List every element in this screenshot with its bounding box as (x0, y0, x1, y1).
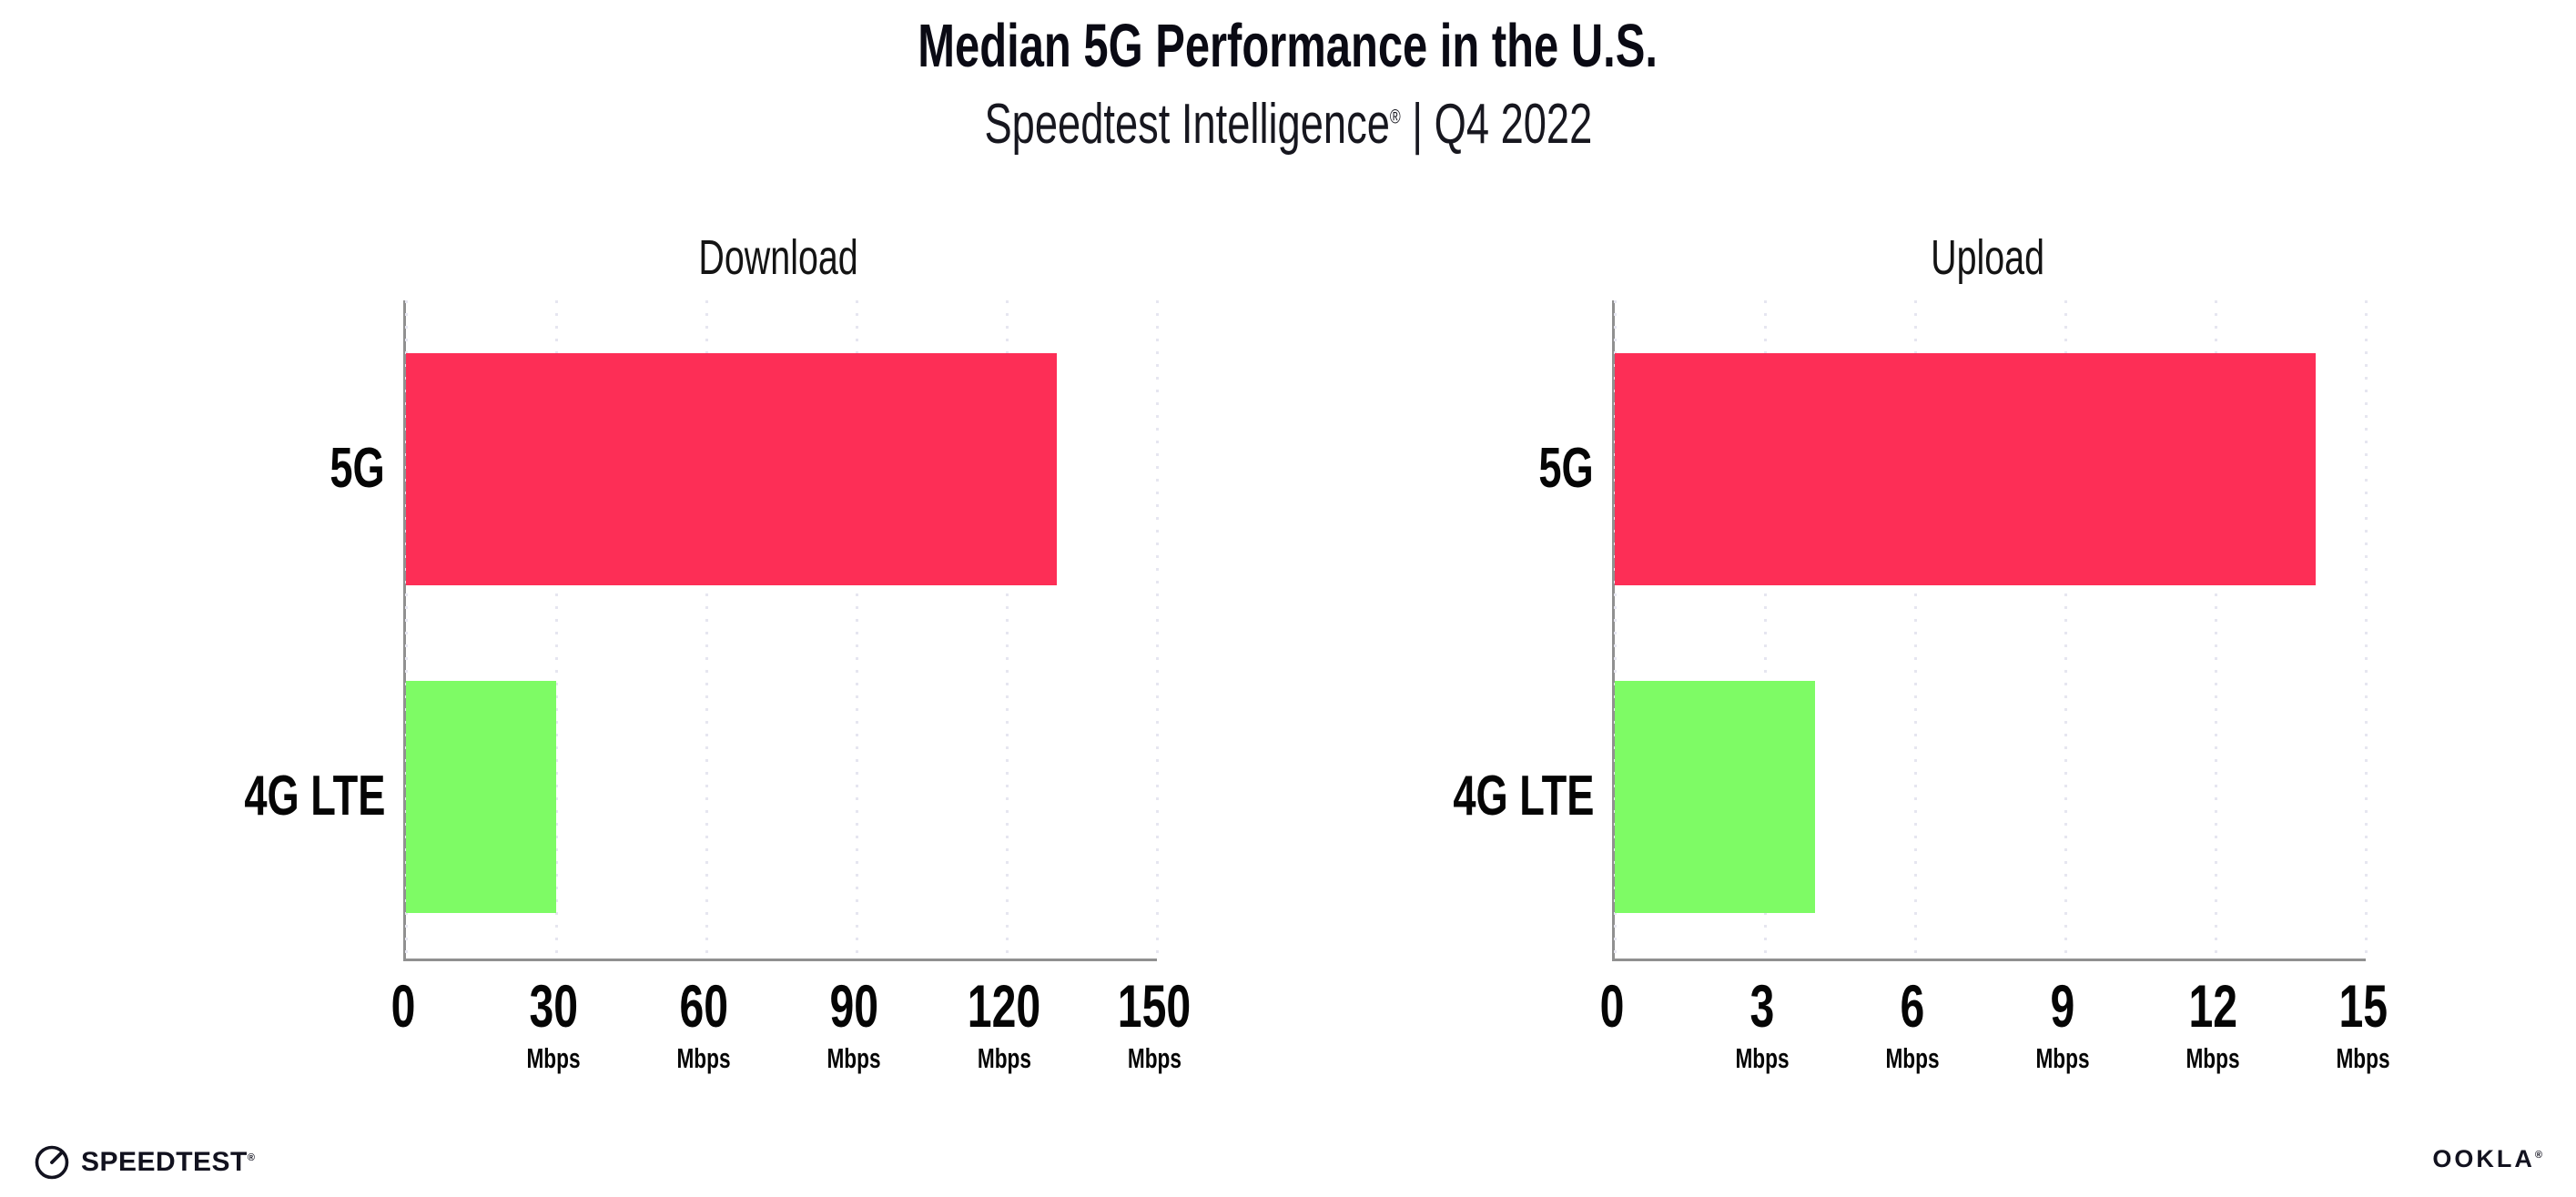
x-tick-6: 6 Mbps (1885, 972, 1940, 1074)
x-tick-3: 3 Mbps (1735, 972, 1790, 1074)
page-subtitle-text: Speedtest Intelligence® | Q4 2022 (984, 91, 1592, 158)
speedtest-wordmark-text: SPEEDTEST (81, 1147, 248, 1177)
bar-5g (1615, 352, 2316, 585)
gridline-3 (1764, 300, 1767, 961)
gridline-120 (1006, 300, 1009, 961)
x-tick-30: 30 Mbps (526, 972, 581, 1074)
page-subtitle: Speedtest Intelligence® | Q4 2022 (0, 91, 2576, 158)
x-tick-0: 0 (1599, 972, 1625, 1040)
x-tick-150: 150 Mbps (1117, 972, 1192, 1074)
subtitle-brand: Speedtest Intelligence (984, 93, 1390, 156)
x-tick-9: 9 Mbps (2035, 972, 2090, 1074)
upload-x-axis-ticks: 0 3 Mbps 6 Mbps 9 Mbps 12 Mbps 15 Mbps (1600, 972, 2390, 1112)
ookla-wordmark-text: OOKLA (2432, 1145, 2535, 1172)
speedtest-wordmark: SPEEDTEST® (81, 1149, 255, 1176)
upload-chart-title-text: Upload (1931, 230, 2044, 285)
x-tick-60: 60 Mbps (676, 972, 731, 1074)
download-chart-title-text: Download (698, 230, 859, 285)
bar-5g (406, 352, 1057, 585)
upload-category-labels: 5G 4G LTE (1300, 300, 1594, 959)
bar-4g-lte (1615, 680, 1815, 913)
x-tick-0: 0 (390, 972, 416, 1040)
ookla-wordmark: OOKLA® (2432, 1145, 2545, 1172)
category-label-5g: 5G (1538, 437, 1594, 501)
download-plot-area (403, 300, 1159, 961)
page-title: Median 5G Performance in the U.S. (0, 13, 2576, 80)
gridline-90 (856, 300, 858, 961)
gridline-150 (1156, 300, 1159, 961)
gridline-0 (405, 300, 408, 961)
speedtest-logo: SPEEDTEST® (33, 1143, 255, 1182)
gridline-6 (1914, 300, 1917, 961)
gridline-12 (2215, 300, 2217, 961)
x-tick-120: 120 Mbps (967, 972, 1041, 1074)
gauge-icon (33, 1143, 71, 1182)
x-tick-12: 12 Mbps (2186, 972, 2240, 1074)
subtitle-period: | Q4 2022 (1400, 93, 1592, 156)
gridline-60 (705, 300, 708, 961)
gridline-9 (2064, 300, 2067, 961)
category-label-4g-lte: 4G LTE (243, 765, 385, 828)
bar-4g-lte (406, 680, 556, 913)
gridline-0 (1614, 300, 1617, 961)
speedtest-registered-mark: ® (247, 1152, 256, 1163)
category-label-5g: 5G (330, 437, 385, 501)
gridline-15 (2365, 300, 2368, 961)
upload-chart-title: Upload (1612, 233, 2363, 282)
download-x-axis-ticks: 0 30 Mbps 60 Mbps 90 Mbps 120 Mbps 150 Mbps (391, 972, 1192, 1112)
x-tick-15: 15 Mbps (2336, 972, 2390, 1074)
download-category-labels: 5G 4G LTE (91, 300, 385, 959)
registered-mark: ® (1389, 105, 1401, 128)
download-chart-title: Download (403, 233, 1154, 282)
x-tick-90: 90 Mbps (827, 972, 881, 1074)
gridline-30 (555, 300, 558, 961)
ookla-logo: OOKLA® (2432, 1147, 2545, 1172)
category-label-4g-lte: 4G LTE (1452, 765, 1594, 828)
ookla-registered-mark: ® (2534, 1150, 2545, 1161)
page-title-text: Median 5G Performance in the U.S. (918, 12, 1658, 80)
upload-plot-area (1612, 300, 2368, 961)
